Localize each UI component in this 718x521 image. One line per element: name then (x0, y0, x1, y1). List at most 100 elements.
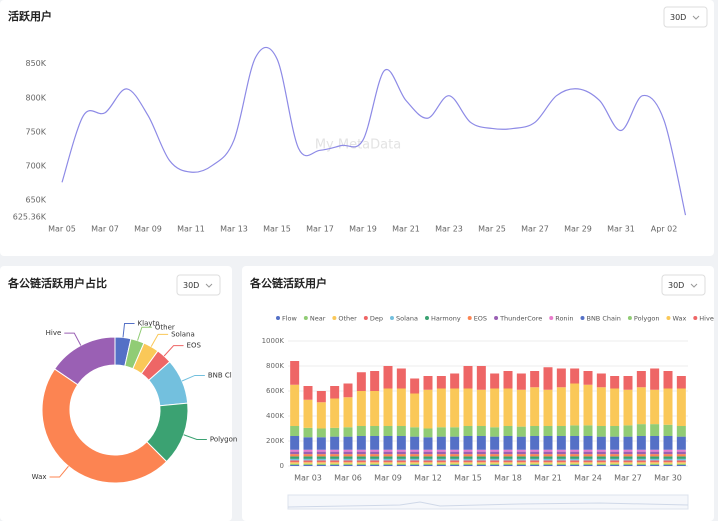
bar-segment (570, 425, 580, 436)
bar-segment (330, 398, 340, 428)
bar-segment (530, 462, 540, 464)
bar-segment (290, 451, 300, 455)
x-tick-label: Mar 31 (607, 225, 635, 234)
bar-segment (490, 456, 500, 459)
bar-segment (610, 451, 620, 455)
bar-segment (316, 458, 326, 461)
bar-segment (476, 454, 486, 457)
bar-segment (650, 462, 660, 464)
bar-segment (463, 451, 473, 455)
bar-segment (383, 462, 393, 464)
bar-segment (383, 458, 393, 461)
watermark: My MetaData (315, 138, 401, 153)
bar-segment (676, 376, 686, 389)
bar-segment (383, 456, 393, 459)
bar-segment (583, 462, 593, 464)
bar-segment (490, 463, 500, 465)
bar-segment (356, 462, 366, 464)
bar-segment (436, 449, 446, 452)
bar-segment (596, 465, 606, 466)
bar-segment (463, 449, 473, 452)
slice-label: EOS (187, 342, 202, 350)
bar-segment (396, 426, 406, 436)
bar-segment (476, 465, 486, 466)
legend-dot (580, 316, 585, 320)
bar-segment (663, 458, 673, 461)
bar-segment (623, 454, 633, 457)
bar-segment (583, 454, 593, 457)
legend-dot (389, 316, 394, 320)
range-select[interactable]: 30D (661, 274, 706, 296)
bar-segment (423, 465, 433, 466)
bar-segment (650, 451, 660, 455)
bar-segment (543, 436, 553, 450)
bar-segment (343, 462, 353, 464)
bar-segment (330, 427, 340, 437)
x-tick-label: Mar 19 (349, 225, 377, 234)
x-tick-label: Mar 17 (306, 225, 334, 234)
bar-segment (356, 458, 366, 461)
legend-label: Wax (672, 315, 686, 323)
bar-segment (676, 388, 686, 426)
bar-segment (423, 428, 433, 438)
legend-label: Other (338, 315, 357, 323)
bar-segment (663, 463, 673, 465)
bar-segment (343, 458, 353, 461)
x-tick-label: Mar 27 (521, 225, 549, 234)
range-value[interactable]: 30D (668, 281, 684, 290)
bar-segment (516, 462, 526, 464)
bar-segment (530, 456, 540, 459)
range-value[interactable]: 30D (670, 13, 686, 22)
bar-segment (436, 376, 446, 389)
bar-segment (316, 463, 326, 465)
line (61, 46, 687, 216)
bar-segment (450, 458, 460, 461)
y-tick-label: 1000K (262, 337, 285, 345)
y-tick-label: 800K (25, 93, 46, 102)
bar-segment (570, 436, 580, 450)
card (0, 266, 232, 521)
bar-segment (303, 449, 313, 452)
bar-segment (596, 387, 606, 426)
data-zoom[interactable] (287, 494, 689, 510)
bar-segment (303, 399, 313, 428)
x-tick-label: Mar 15 (454, 474, 482, 483)
slice-label: BNB Cl (208, 371, 232, 379)
bar-segment (476, 463, 486, 465)
bar-segment (290, 426, 300, 436)
bar-segment (290, 361, 300, 385)
bar-segment (516, 458, 526, 461)
bar-segment (583, 465, 593, 466)
bar-segment (450, 436, 460, 450)
bar-segment (583, 425, 593, 436)
range-select[interactable]: 30D (176, 274, 221, 296)
y-tick-label: 800K (266, 362, 284, 370)
bar-segment (650, 389, 660, 425)
bar-segment (583, 436, 593, 450)
bar-segment (370, 371, 380, 391)
range-select[interactable]: 30D (663, 6, 708, 28)
bar-segment (396, 388, 406, 426)
bar-segment (303, 462, 313, 464)
bar-segment (450, 465, 460, 466)
bar-segment (610, 462, 620, 464)
bar-segment (370, 426, 380, 436)
bar-segment (570, 458, 580, 461)
bar-segment (423, 460, 433, 463)
bar-segment (610, 388, 620, 426)
bar-segment (383, 449, 393, 452)
x-tick-label: Mar 03 (294, 474, 322, 483)
legend-dot (424, 316, 429, 320)
bar-segment (636, 460, 646, 463)
y-tick-label: 750K (25, 127, 46, 136)
bar-segment (490, 462, 500, 464)
bar-segment (330, 465, 340, 466)
bar-segment (623, 456, 633, 459)
bar-segment (663, 371, 673, 389)
x-tick-label: Mar 21 (392, 225, 420, 234)
bar-segment (530, 449, 540, 452)
range-value[interactable]: 30D (183, 281, 199, 290)
bar-segment (583, 384, 593, 426)
bar-segment (490, 458, 500, 461)
legend-label: Harmony (431, 315, 461, 323)
